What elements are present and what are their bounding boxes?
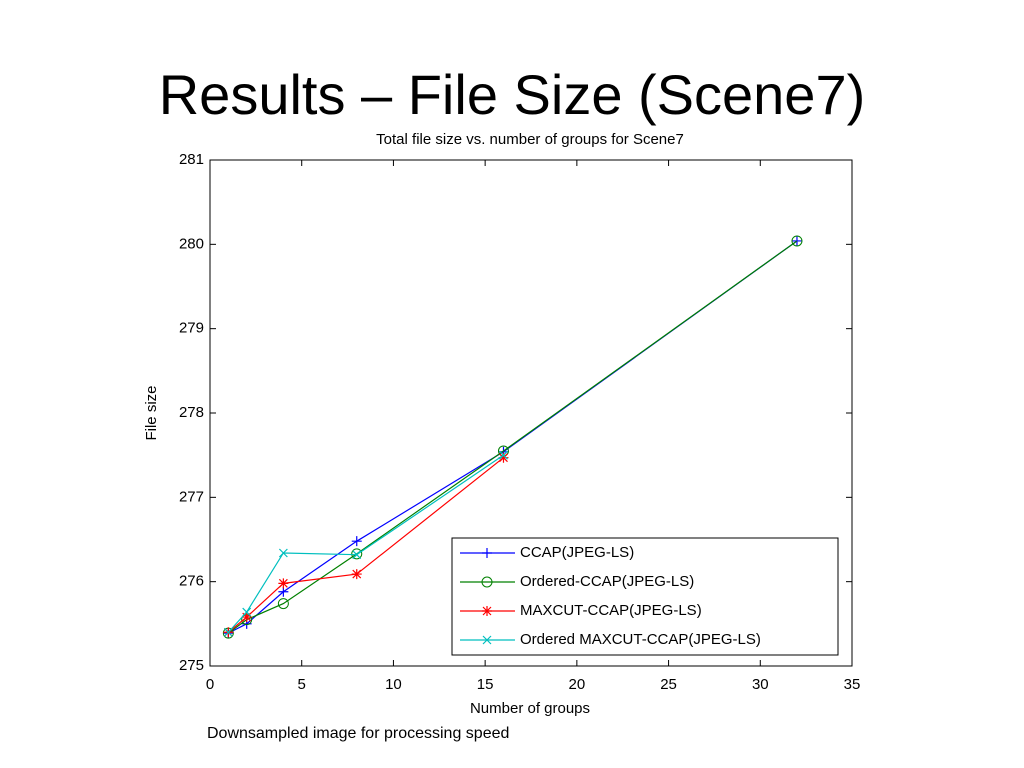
data-point [791, 235, 803, 247]
data-point [223, 627, 233, 637]
data-point [499, 450, 508, 460]
y-tick-label: 279 [179, 320, 204, 337]
legend-marker [482, 635, 492, 645]
data-point [351, 569, 362, 580]
data-point [278, 548, 288, 558]
legend-marker [481, 576, 493, 588]
y-tick-label: 278 [179, 404, 204, 421]
data-point [241, 612, 252, 623]
y-tick-label: 275 [179, 657, 204, 674]
data-point [352, 550, 362, 560]
x-tick-label: 25 [660, 676, 677, 693]
data-point [278, 578, 289, 589]
data-point [278, 586, 289, 597]
y-tick-label: 276 [179, 573, 204, 590]
data-point [242, 607, 252, 617]
y-axis-label: File size [143, 385, 160, 440]
x-tick-label: 30 [752, 676, 769, 693]
slide-title: Results – File Size (Scene7) [159, 63, 866, 126]
x-tick-label: 35 [844, 676, 861, 693]
legend-marker [482, 606, 492, 616]
caption: Downsampled image for processing speed [207, 725, 509, 742]
legend-label: MAXCUT-CCAP(JPEG-LS) [520, 602, 702, 619]
data-point [351, 548, 363, 560]
legend-marker [482, 548, 492, 558]
data-point [498, 452, 509, 463]
data-point [277, 598, 289, 610]
y-tick-label: 281 [179, 151, 204, 168]
legend-label: CCAP(JPEG-LS) [520, 544, 634, 561]
data-point [351, 536, 362, 547]
y-tick-label: 280 [179, 235, 204, 252]
legend-label: Ordered-CCAP(JPEG-LS) [520, 573, 694, 590]
x-tick-label: 20 [569, 676, 586, 693]
x-tick-label: 0 [206, 676, 214, 693]
legend-box [451, 537, 839, 656]
x-tick-label: 15 [477, 676, 494, 693]
chart-title: Total file size vs. number of groups for… [376, 131, 684, 148]
x-tick-label: 10 [385, 676, 402, 693]
x-tick-label: 5 [298, 676, 306, 693]
legend-label: Ordered MAXCUT-CCAP(JPEG-LS) [520, 631, 761, 648]
x-axis-label: Number of groups [470, 700, 590, 717]
y-tick-label: 277 [179, 488, 204, 505]
